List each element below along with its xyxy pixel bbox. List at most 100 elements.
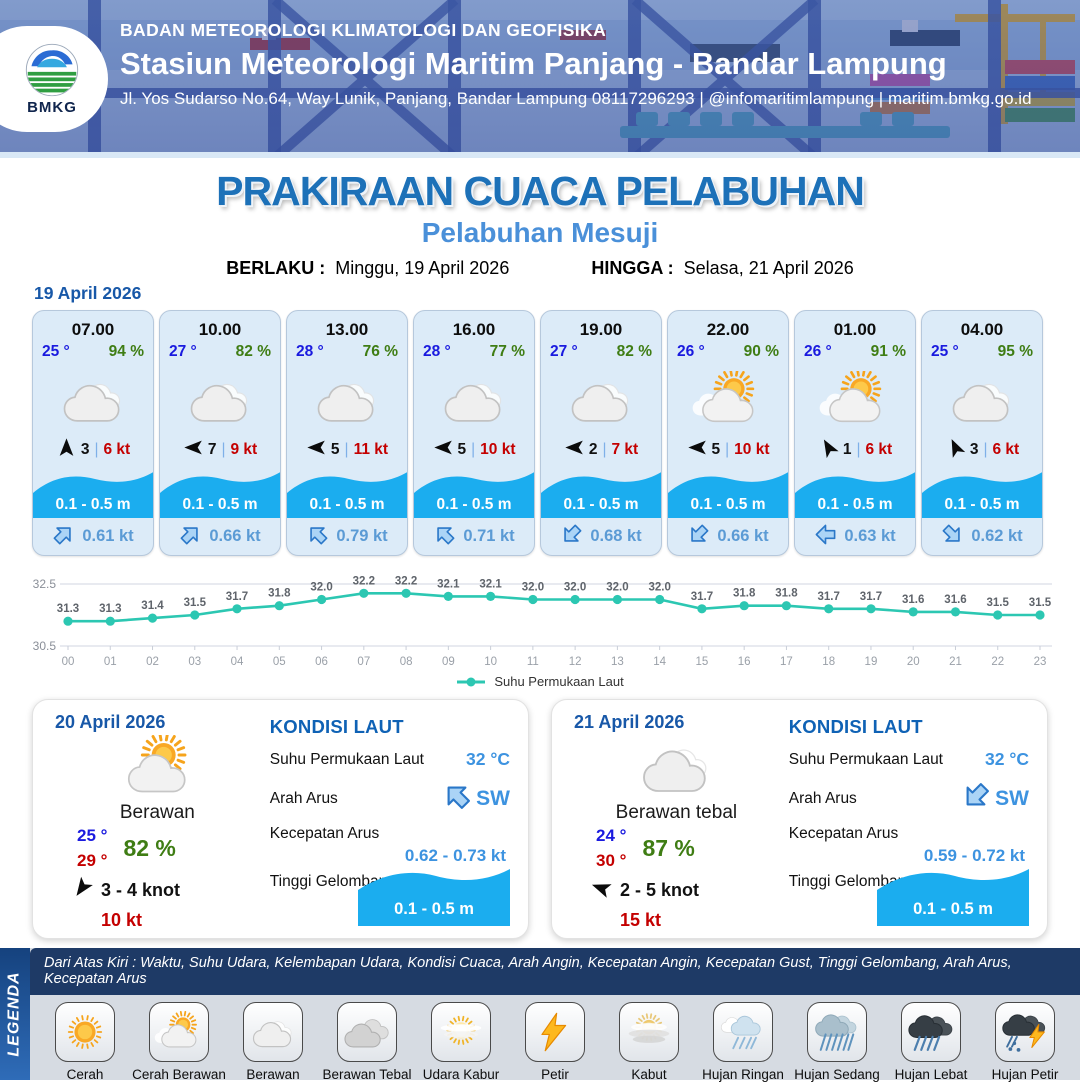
hingga-label: HINGGA : — [591, 258, 674, 278]
current-speed: 0.63 kt — [844, 527, 896, 545]
wind-speed: 5 — [457, 441, 467, 458]
legend-item-label: Cerah Berawan — [132, 1067, 226, 1082]
current-row: 0.79 kt — [287, 518, 407, 555]
chart-point — [401, 588, 411, 598]
separator: | — [471, 441, 476, 458]
temp-humidity-row: 27 ° 82 % — [541, 340, 661, 361]
current-speed-label: Kecepatan Arus — [788, 825, 899, 842]
forecast-card: 01.00 26 ° 91 % 1 | 6 kt 0.1 - 0.5 m 0.6… — [794, 310, 916, 556]
separator: | — [94, 441, 99, 458]
air-temperature: 25 ° — [931, 343, 959, 360]
chart-point — [359, 588, 369, 598]
legend-item: Hujan Lebat — [887, 1002, 975, 1082]
svg-text:32.0: 32.0 — [649, 582, 671, 594]
wave-shape-icon — [160, 472, 280, 518]
legend-item-label: Hujan Petir — [991, 1067, 1059, 1082]
wave-shape-icon — [877, 869, 1029, 926]
forecast-card: 04.00 25 ° 95 % 3 | 6 kt 0.1 - 0.5 m 0.6… — [921, 310, 1043, 556]
svg-text:17: 17 — [780, 656, 793, 668]
current-speed: 0.66 kt — [717, 527, 769, 545]
chart-point — [147, 613, 158, 623]
humidity: 82 % — [616, 343, 652, 360]
daily-wind-speed: 2 - 5 knot — [620, 880, 700, 901]
daily-date: 20 April 2026 — [55, 712, 166, 732]
forecast-cards-row: 07.00 25 ° 94 % 3 | 6 kt 0.1 - 0.5 m 0.6… — [32, 310, 1048, 556]
gust-speed: 9 kt — [230, 441, 258, 458]
daily-temp-min: 25 ° — [77, 826, 108, 845]
svg-text:08: 08 — [400, 656, 413, 668]
forecast-card: 16.00 28 ° 77 % 5 | 10 kt 0.1 - 0.5 m 0.… — [413, 310, 535, 556]
daily-weather-icon — [55, 735, 260, 799]
weather-icon — [160, 361, 280, 437]
legend-item-label: Cerah — [66, 1067, 104, 1082]
wave-band: 0.1 - 0.5 m — [287, 468, 407, 518]
wave-shape-icon — [795, 472, 915, 518]
gust-speed: 6 kt — [103, 441, 131, 458]
legend-item: Hujan Petir — [981, 1002, 1069, 1082]
daily-humidity: 87 % — [642, 835, 695, 862]
separator: | — [983, 441, 988, 458]
svg-text:31.5: 31.5 — [1029, 597, 1052, 609]
current-direction-icon — [433, 523, 456, 551]
forecast-time: 04.00 — [960, 320, 1004, 339]
legend-title-bar: LEGENDA — [0, 948, 30, 1080]
svg-text:32.1: 32.1 — [479, 578, 502, 590]
air-temperature: 26 ° — [804, 343, 832, 360]
header-text: BADAN METEOROLOGI KLIMATOLOGI DAN GEOFIS… — [120, 20, 1032, 109]
daily-weather-icon — [574, 735, 779, 799]
daily-wind-direction-icon — [71, 877, 93, 904]
daily-date: 21 April 2026 — [574, 712, 685, 732]
chart-legend-label: Suhu Permukaan Laut — [494, 674, 624, 689]
berlaku-label: BERLAKU : — [226, 258, 326, 278]
humidity: 90 % — [743, 343, 779, 360]
svg-text:31.6: 31.6 — [944, 594, 966, 606]
wave-shape-icon — [287, 472, 407, 518]
page-title: PRAKIRAAN CUACA PELABUHAN — [216, 168, 865, 214]
bmkg-logo: BMKG — [0, 26, 108, 132]
sst-label: Suhu Permukaan Laut — [269, 750, 424, 768]
chart-point — [781, 601, 792, 611]
current-direction-icon — [814, 523, 837, 551]
svg-text:00: 00 — [62, 656, 75, 668]
cerah-icon — [55, 1002, 115, 1062]
svg-text:32.0: 32.0 — [522, 582, 544, 594]
svg-text:21: 21 — [949, 656, 962, 668]
wave-height-label: Tinggi Gelombang — [788, 873, 915, 890]
air-temperature: 27 ° — [550, 343, 578, 360]
station-address: Jl. Yos Sudarso No.64, Way Lunik, Panjan… — [120, 89, 1032, 108]
legend-description: Dari Atas Kiri : Waktu, Suhu Udara, Kele… — [30, 948, 1080, 995]
svg-text:07: 07 — [357, 656, 370, 668]
current-row: 0.71 kt — [414, 518, 534, 555]
gust-speed: 7 kt — [611, 441, 639, 458]
current-direction-icon — [687, 523, 710, 551]
svg-text:30.5: 30.5 — [33, 639, 57, 653]
current-row: 0.66 kt — [668, 518, 788, 555]
wind-speed: 5 — [711, 441, 721, 458]
legend-item: Hujan Sedang — [793, 1002, 881, 1082]
wind-row: 7 | 9 kt — [160, 437, 280, 463]
humidity: 91 % — [870, 343, 906, 360]
weather-icon — [668, 361, 788, 437]
wind-direction-icon — [183, 437, 204, 463]
daily-gust-speed: 10 kt — [101, 910, 143, 931]
current-speed: 0.71 kt — [463, 527, 515, 545]
bmkg-logo-icon — [25, 43, 79, 97]
wind-direction-icon — [306, 437, 327, 463]
wind-direction-icon — [687, 437, 708, 463]
separator: | — [221, 441, 226, 458]
legend-item-label: Udara Kabur — [422, 1067, 500, 1082]
current-direction-icon — [179, 523, 202, 551]
gust-speed: 6 kt — [992, 441, 1020, 458]
wave-band: 0.1 - 0.5 m — [668, 468, 788, 518]
title-block: PRAKIRAAN CUACA PELABUHAN Pelabuhan Mesu… — [0, 158, 1080, 279]
forecast-time: 10.00 — [198, 320, 242, 339]
forecast-time: 07.00 — [71, 320, 115, 339]
chart-point — [697, 604, 707, 614]
sst-value: 32 °C — [985, 749, 1029, 769]
legend-item: Udara Kabur — [417, 1002, 505, 1082]
hujan-petir-icon — [995, 1002, 1055, 1062]
gust-speed: 11 kt — [353, 441, 389, 458]
legend-footer: LEGENDA Dari Atas Kiri : Waktu, Suhu Uda… — [0, 948, 1080, 1082]
humidity: 76 % — [362, 343, 398, 360]
forecast-time: 13.00 — [325, 320, 369, 339]
